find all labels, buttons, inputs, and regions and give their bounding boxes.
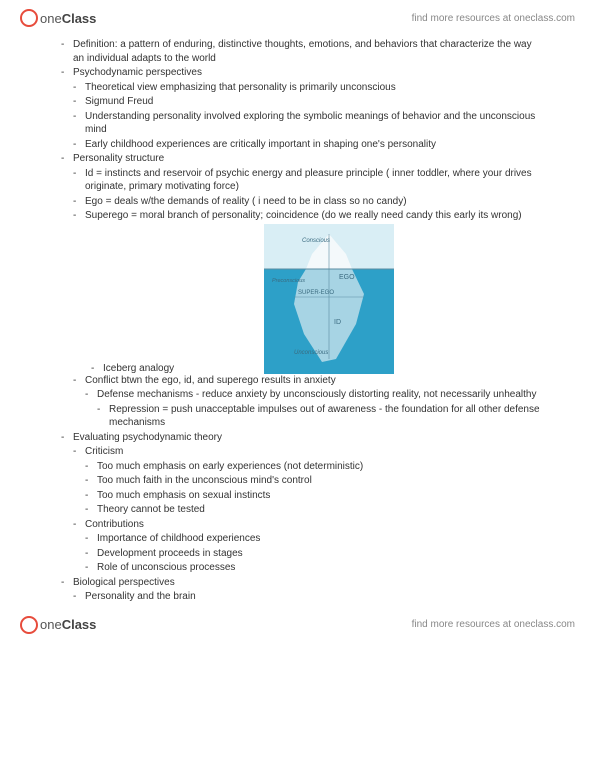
footer-tagline[interactable]: find more resources at oneclass.com xyxy=(412,619,575,630)
list-item: Development proceeds in stages xyxy=(55,547,540,561)
list-item: Understanding personality involved explo… xyxy=(55,110,540,137)
list-item: Role of unconscious processes xyxy=(55,561,540,575)
list-item: Definition: a pattern of enduring, disti… xyxy=(55,38,540,65)
list-item: Biological perspectives xyxy=(55,576,540,590)
document-body: Definition: a pattern of enduring, disti… xyxy=(0,36,595,607)
logo-circle-icon xyxy=(20,9,38,27)
header-tagline[interactable]: find more resources at oneclass.com xyxy=(412,13,575,24)
notes-after-iceberg: Conflict btwn the ego, id, and superego … xyxy=(55,374,540,430)
logo-text: oneClass xyxy=(40,11,96,26)
notes-list: Definition: a pattern of enduring, disti… xyxy=(55,38,540,223)
iceberg-caption: Iceberg analogy xyxy=(85,363,174,374)
logo-circle-icon xyxy=(20,616,38,634)
list-item: Early childhood experiences are critical… xyxy=(55,138,540,152)
label-conscious: Conscious xyxy=(302,238,330,244)
list-item: Defense mechanisms - reduce anxiety by u… xyxy=(55,388,540,402)
footer: oneClass find more resources at oneclass… xyxy=(0,607,595,643)
list-item: Conflict btwn the ego, id, and superego … xyxy=(55,374,540,388)
list-item: Ego = deals w/the demands of reality ( i… xyxy=(55,195,540,209)
logo: oneClass xyxy=(20,9,96,27)
sub-list: Personality and the brain xyxy=(55,590,540,604)
list-item: Superego = moral branch of personality; … xyxy=(55,209,540,223)
notes-bottom: Evaluating psychodynamic theoryCriticism… xyxy=(55,431,540,604)
label-id: ID xyxy=(334,319,341,326)
footer-logo-text: oneClass xyxy=(40,617,96,632)
list-item: Id = instincts and reservoir of psychic … xyxy=(55,167,540,194)
list-item: Evaluating psychodynamic theory xyxy=(55,431,540,445)
list-item: Too much emphasis on sexual instincts xyxy=(55,489,540,503)
list-item: Personality structure xyxy=(55,152,540,166)
label-preconscious: Preconscious xyxy=(272,278,305,284)
list-item: Sigmund Freud xyxy=(55,95,540,109)
list-item: Criticism xyxy=(55,445,540,459)
sub-list: Too much emphasis on early experiences (… xyxy=(55,460,540,517)
list-item: Too much faith in the unconscious mind's… xyxy=(55,474,540,488)
list-item: Importance of childhood experiences xyxy=(55,532,540,546)
sub-list: Repression = push unacceptable impulses … xyxy=(55,403,540,430)
list-item: Theory cannot be tested xyxy=(55,503,540,517)
sub-list: CriticismToo much emphasis on early expe… xyxy=(55,445,540,575)
sub-list: Importance of childhood experiencesDevel… xyxy=(55,532,540,575)
list-item: Psychodynamic perspectives xyxy=(55,66,540,80)
footer-logo: oneClass xyxy=(20,616,96,634)
sub-list: Theoretical view emphasizing that person… xyxy=(55,81,540,152)
label-superego: SUPER-EGO xyxy=(298,290,334,296)
list-item: Theoretical view emphasizing that person… xyxy=(55,81,540,95)
label-unconscious: Unconscious xyxy=(294,350,328,356)
list-item: Contributions xyxy=(55,518,540,532)
sub-list: Defense mechanisms - reduce anxiety by u… xyxy=(55,388,540,430)
iceberg-diagram: Conscious Preconscious Unconscious EGO S… xyxy=(264,224,394,374)
list-item: Too much emphasis on early experiences (… xyxy=(55,460,540,474)
header: oneClass find more resources at oneclass… xyxy=(0,0,595,36)
sub-list: Id = instincts and reservoir of psychic … xyxy=(55,167,540,223)
iceberg-row: Iceberg analogy Conscious Preconscious U… xyxy=(55,224,540,374)
list-item: Personality and the brain xyxy=(55,590,540,604)
label-ego: EGO xyxy=(339,274,355,281)
list-item: Repression = push unacceptable impulses … xyxy=(55,403,540,430)
